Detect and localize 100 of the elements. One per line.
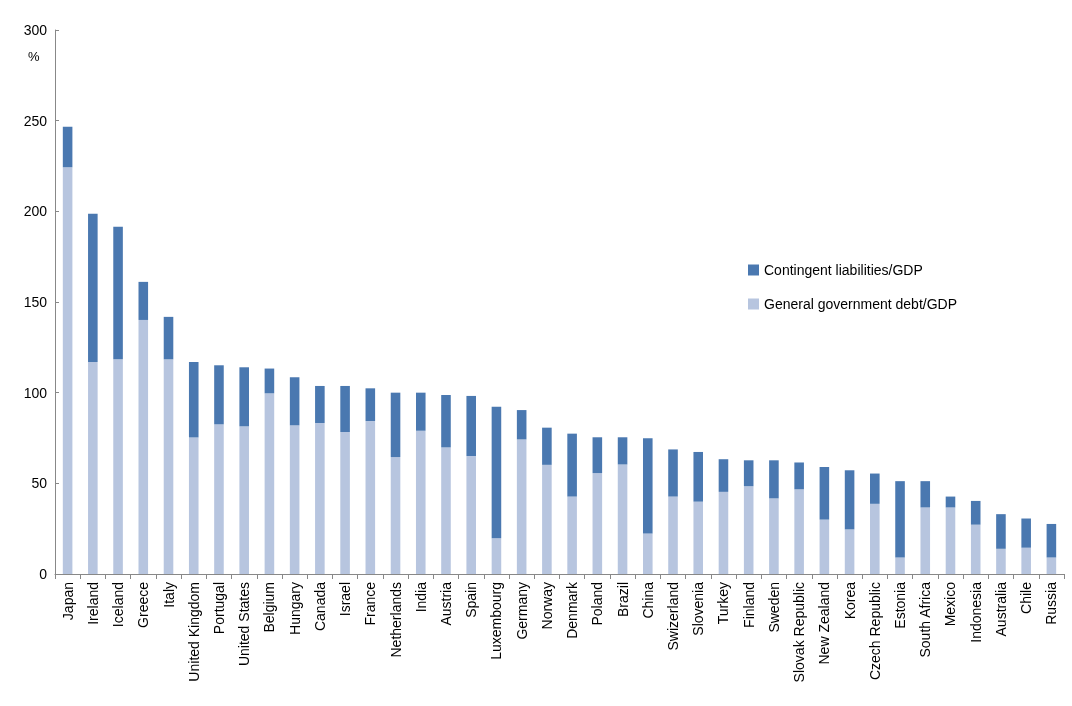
x-tick-label: Spain xyxy=(463,582,480,618)
bar xyxy=(895,481,905,558)
bar xyxy=(390,457,401,574)
bar xyxy=(340,432,350,574)
y-axis-title: % xyxy=(28,49,40,64)
x-tick-label: Turkey xyxy=(715,582,732,625)
x-tick-label: United States xyxy=(236,582,253,667)
bar xyxy=(113,359,123,574)
bar xyxy=(163,316,174,360)
bar xyxy=(1021,547,1031,574)
x-tick-label: Czech Republic xyxy=(866,582,883,681)
bar xyxy=(113,226,123,360)
bar xyxy=(315,423,325,574)
x-tick-label: Iceland xyxy=(110,582,127,628)
bar xyxy=(138,281,149,320)
x-tick-label: India xyxy=(412,581,429,613)
x-tick-label: Slovenia xyxy=(690,581,707,636)
bar xyxy=(718,491,729,574)
x-tick-label: Greece xyxy=(135,581,152,628)
x-tick-label: Japan xyxy=(59,582,76,621)
bar xyxy=(516,410,527,440)
bar xyxy=(617,437,628,465)
bar xyxy=(592,437,603,474)
bar xyxy=(390,392,401,458)
bar xyxy=(239,426,249,574)
x-tick-label: Denmark xyxy=(564,581,581,639)
x-tick-label: Russia xyxy=(1043,581,1060,625)
bar xyxy=(88,362,98,574)
bar xyxy=(239,367,249,427)
bar xyxy=(592,473,603,574)
x-tick-label: China xyxy=(639,581,656,619)
bar xyxy=(441,447,451,574)
x-tick-label: Slovak Republic xyxy=(791,582,808,683)
x-tick-label: South Africa xyxy=(917,581,934,658)
bar xyxy=(693,451,704,502)
bar xyxy=(567,496,577,574)
bar xyxy=(693,501,704,574)
x-tick-label: Korea xyxy=(841,581,858,620)
bar xyxy=(315,385,325,424)
bar xyxy=(441,395,451,448)
x-tick-label: Israel xyxy=(337,582,354,617)
bar xyxy=(870,503,880,574)
legend-label: Contingent liabilities/GDP xyxy=(764,262,923,278)
bar xyxy=(617,464,628,574)
bar xyxy=(970,524,981,574)
y-tick-label: 100 xyxy=(23,384,48,401)
x-tick-label: Brazil xyxy=(614,582,631,618)
bar xyxy=(567,433,577,497)
x-tick-label: Luxembourg xyxy=(488,582,505,660)
bar xyxy=(1046,523,1057,558)
bar xyxy=(88,213,98,363)
bar xyxy=(1021,518,1031,548)
bar xyxy=(188,362,199,438)
x-tick-label: Austria xyxy=(437,581,454,626)
legend-label: General government debt/GDP xyxy=(764,296,958,312)
bar xyxy=(945,507,956,574)
x-tick-label: Sweden xyxy=(765,582,782,633)
y-tick-label: 250 xyxy=(23,112,48,129)
x-tick-label: Canada xyxy=(311,581,328,632)
bar xyxy=(264,368,275,394)
y-tick-label: 150 xyxy=(23,294,48,310)
bar xyxy=(920,481,931,508)
x-tick-label: United Kingdom xyxy=(185,582,202,682)
x-tick-label: Germany xyxy=(513,582,530,640)
x-tick-label: Netherlands xyxy=(387,582,404,658)
bar xyxy=(289,377,300,426)
x-tick-label: France xyxy=(362,581,379,626)
bar xyxy=(996,514,1006,549)
bar xyxy=(62,126,73,168)
bar xyxy=(819,519,830,574)
bar xyxy=(542,427,552,465)
bar xyxy=(415,430,426,574)
bar xyxy=(718,459,729,492)
bar xyxy=(1046,557,1057,574)
x-tick-label: New Zealand xyxy=(816,582,833,665)
bar xyxy=(996,548,1006,574)
bar xyxy=(365,421,376,574)
bar xyxy=(870,473,880,504)
bar xyxy=(819,467,830,520)
bar xyxy=(970,500,981,525)
bar xyxy=(264,393,275,574)
bar xyxy=(340,385,350,433)
bar xyxy=(466,395,477,457)
x-tick-label: Ireland xyxy=(84,582,101,625)
bar xyxy=(895,557,905,574)
x-tick-label: Hungary xyxy=(286,582,303,635)
bar xyxy=(415,392,426,431)
bar xyxy=(642,533,653,574)
x-tick-label: Chile xyxy=(1018,581,1035,614)
x-tick-label: Estonia xyxy=(892,581,909,629)
bar xyxy=(516,439,527,574)
bar xyxy=(491,406,502,539)
x-tick-label: Australia xyxy=(992,581,1009,637)
x-tick-label: Indonesia xyxy=(967,581,984,643)
bar xyxy=(62,167,73,574)
bar xyxy=(794,462,804,490)
bar xyxy=(542,464,552,574)
bar xyxy=(743,460,754,487)
bar xyxy=(188,437,199,574)
bar xyxy=(668,496,678,574)
